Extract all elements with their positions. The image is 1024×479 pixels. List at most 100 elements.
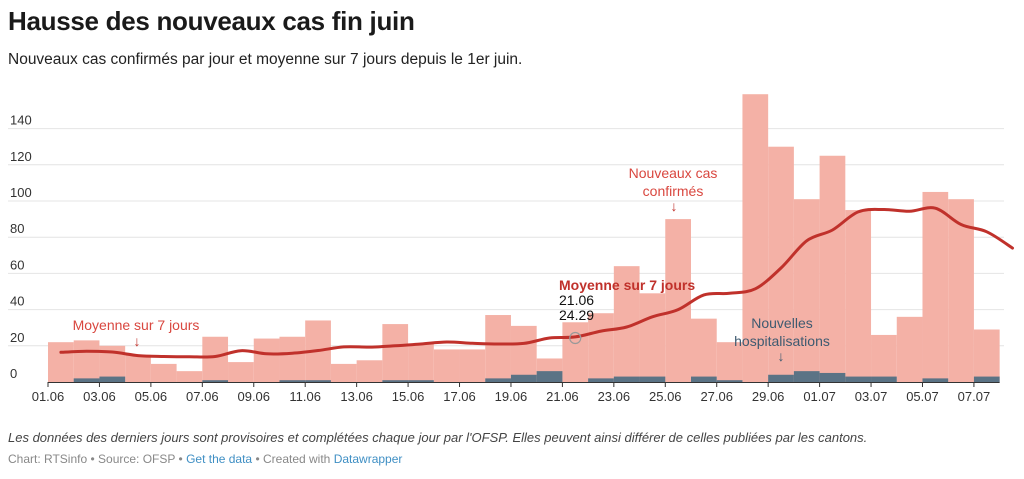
get-data-link[interactable]: Get the data bbox=[186, 452, 253, 466]
x-tick-label: 01.07 bbox=[803, 389, 836, 404]
case-bar bbox=[768, 146, 794, 382]
case-bar bbox=[562, 322, 589, 382]
x-tick-label: 17.06 bbox=[443, 389, 476, 404]
footer-separator: • bbox=[175, 452, 187, 466]
y-tick-label: 60 bbox=[10, 257, 24, 272]
hospitalisation-bar bbox=[845, 376, 872, 382]
case-bar bbox=[896, 316, 923, 382]
annotation-hosp-line1: Nouvelles bbox=[751, 315, 812, 331]
x-tick-label: 15.06 bbox=[392, 389, 425, 404]
case-bar bbox=[408, 343, 434, 382]
annotations: Moyenne sur 7 jours ↓ Nouveaux cas confi… bbox=[73, 165, 830, 364]
case-bar bbox=[253, 338, 280, 382]
x-tick-label: 05.07 bbox=[906, 389, 939, 404]
tooltip-value: 24.29 bbox=[559, 307, 594, 323]
footer-source: Source: OFSP bbox=[98, 452, 176, 466]
case-bar bbox=[742, 94, 769, 383]
case-bar bbox=[948, 199, 974, 382]
hospitalisation-bar bbox=[305, 380, 331, 382]
hospitalisation-bar bbox=[922, 378, 949, 382]
annotation-hosp-line2: hospitalisations bbox=[734, 333, 830, 349]
case-bar bbox=[279, 336, 306, 382]
case-bar bbox=[691, 318, 717, 382]
x-tick-label: 03.06 bbox=[83, 389, 116, 404]
average-line bbox=[59, 206, 1014, 359]
x-tick-label: 05.06 bbox=[135, 389, 168, 404]
footer-created-with: Created with bbox=[262, 452, 334, 466]
case-bar bbox=[330, 363, 357, 382]
x-tick-label: 19.06 bbox=[495, 389, 528, 404]
chart-area: 0 20 40 60 80 100 120 140 01.06 03.06 05.06 07.06 0… bbox=[8, 94, 1014, 404]
case-bar bbox=[922, 191, 949, 382]
tooltip-date: 21.06 bbox=[559, 292, 594, 308]
case-bar bbox=[48, 342, 74, 382]
hospitalisation-bar bbox=[793, 371, 820, 382]
case-bar bbox=[356, 360, 383, 382]
hospitalisation-bar bbox=[99, 376, 126, 382]
y-tick-label: 0 bbox=[10, 366, 17, 381]
x-tick-label: 13.06 bbox=[340, 389, 373, 404]
case-bar bbox=[871, 334, 897, 382]
footer-separator: • bbox=[252, 452, 263, 466]
case-bar bbox=[202, 336, 229, 382]
y-tick-label: 20 bbox=[10, 330, 24, 345]
hospitalisation-bars bbox=[73, 371, 1000, 382]
hospitalisation-bar bbox=[716, 380, 743, 382]
case-bar bbox=[176, 371, 203, 382]
tooltip: Moyenne sur 7 jours 21.06 24.29 bbox=[559, 277, 695, 323]
y-tick-label: 100 bbox=[10, 185, 32, 200]
x-tick-label: 07.06 bbox=[186, 389, 219, 404]
x-tick-label: 09.06 bbox=[237, 389, 270, 404]
hover-point bbox=[569, 331, 582, 345]
hospitalisation-bar bbox=[819, 372, 846, 382]
hospitalisation-bar bbox=[536, 371, 563, 382]
hospitalisation-bar bbox=[613, 376, 640, 382]
case-bar bbox=[459, 349, 486, 382]
case-bar bbox=[819, 155, 846, 382]
y-tick-label: 40 bbox=[10, 294, 24, 309]
annotation-cases-line2: confirmés bbox=[643, 183, 704, 199]
hospitalisation-bar bbox=[279, 380, 306, 382]
annotation-average-left: Moyenne sur 7 jours bbox=[73, 317, 200, 333]
case-bar bbox=[510, 325, 537, 382]
hospitalisation-bar bbox=[73, 378, 100, 382]
annotation-cases-arrow: ↓ bbox=[671, 198, 678, 214]
case-bar bbox=[716, 342, 743, 382]
hospitalisation-bar bbox=[382, 380, 409, 382]
y-tick-label: 120 bbox=[10, 149, 32, 164]
y-tick-label: 80 bbox=[10, 221, 24, 236]
x-tick-label: 21.06 bbox=[546, 389, 579, 404]
annotation-average-arrow: ↓ bbox=[134, 333, 141, 349]
hospitalisation-bar bbox=[691, 376, 717, 382]
case-bar bbox=[150, 363, 177, 382]
case-bar bbox=[793, 199, 820, 382]
annotation-hosp-arrow: ↓ bbox=[778, 348, 785, 364]
chart-footer: Chart: RTSinfo • Source: OFSP • Get the … bbox=[8, 452, 402, 466]
hospitalisation-bar bbox=[408, 380, 434, 382]
x-tick-label: 01.06 bbox=[32, 389, 65, 404]
hospitalisation-bar bbox=[973, 376, 1000, 382]
chart-subtitle: Nouveaux cas confirmés par jour et moyen… bbox=[8, 51, 523, 68]
case-bar bbox=[639, 293, 666, 382]
hover-marker bbox=[569, 331, 582, 345]
case-bar bbox=[125, 354, 151, 382]
hospitalisation-bar bbox=[202, 380, 229, 382]
hospitalisation-bar bbox=[871, 376, 897, 382]
footer-separator: • bbox=[87, 452, 99, 466]
case-bar bbox=[433, 349, 460, 382]
annotation-cases-line1: Nouveaux cas bbox=[629, 165, 718, 181]
x-tick-label: 29.06 bbox=[752, 389, 785, 404]
case-bar bbox=[973, 329, 1000, 382]
x-tick-label: 27.06 bbox=[700, 389, 733, 404]
case-bar bbox=[485, 315, 511, 382]
case-bar bbox=[845, 210, 872, 382]
x-tick-label: 23.06 bbox=[598, 389, 631, 404]
y-axis-ticks: 0 20 40 60 80 100 120 140 bbox=[10, 113, 32, 381]
y-tick-label: 140 bbox=[10, 113, 32, 128]
chart-title: Hausse des nouveaux cas fin juin bbox=[8, 6, 415, 36]
case-bar bbox=[588, 313, 614, 382]
case-bar bbox=[382, 324, 409, 382]
hospitalisation-bar bbox=[768, 374, 794, 382]
datawrapper-link[interactable]: Datawrapper bbox=[333, 452, 403, 466]
cases-bars bbox=[48, 94, 1000, 383]
